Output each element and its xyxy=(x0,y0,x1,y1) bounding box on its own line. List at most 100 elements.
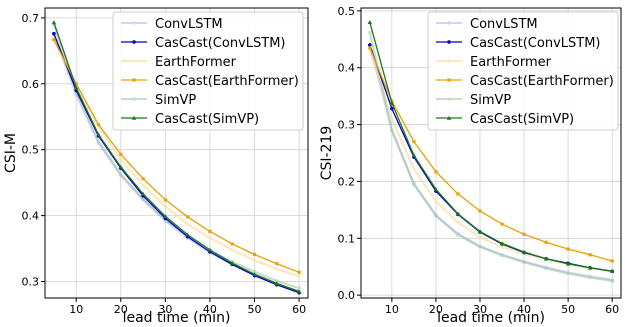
data-point xyxy=(275,279,279,283)
data-point xyxy=(96,132,101,137)
data-point xyxy=(566,247,570,251)
legend-label: CasCast(EarthFormer) xyxy=(470,74,614,89)
tick-group: 10 20 30 40 50 60 0.0 0.1 0.2 0.3 0.4 0.5 xyxy=(338,5,620,316)
series-cascast-earthformer xyxy=(368,46,614,263)
legend-item xyxy=(121,40,147,44)
data-point xyxy=(208,229,212,234)
x-tick-label: 60 xyxy=(605,303,619,316)
data-point xyxy=(119,172,123,176)
legend-item xyxy=(436,21,462,25)
legend-label: EarthFormer xyxy=(470,55,552,70)
legend-label: CasCast(SimVP) xyxy=(470,112,574,127)
y-tick-label: 0.1 xyxy=(338,232,356,245)
legend-marker xyxy=(132,78,136,82)
legend-marker xyxy=(447,40,451,44)
series-line xyxy=(369,22,613,272)
legend: ConvLSTM CasCast(ConvLSTM) EarthFormer CasC… xyxy=(427,11,619,131)
data-point xyxy=(456,192,460,196)
legend-marker xyxy=(447,97,451,101)
chart-panel-1: 10 20 30 40 50 60 0.3 0.4 0.5 0.6 0.7 lead time (mi… xyxy=(3,7,309,326)
data-point xyxy=(433,187,439,192)
data-point xyxy=(274,267,279,271)
data-point xyxy=(74,82,78,86)
series-line xyxy=(52,39,300,278)
data-point xyxy=(610,279,614,283)
legend-marker xyxy=(447,78,451,82)
data-point xyxy=(500,253,504,257)
series-group xyxy=(51,20,302,295)
y-axis-label: CSI-219 xyxy=(319,126,335,181)
x-tick-label: 50 xyxy=(561,303,575,316)
legend-item xyxy=(436,40,462,44)
data-point xyxy=(185,232,190,237)
legend-box xyxy=(427,11,619,131)
series-line xyxy=(53,39,300,273)
data-point xyxy=(141,183,146,188)
data-point xyxy=(389,106,394,111)
data-point xyxy=(477,229,483,234)
data-point xyxy=(252,258,257,263)
x-tick-label: 40 xyxy=(517,303,531,316)
y-tick-label: 0.4 xyxy=(22,210,40,223)
data-point xyxy=(140,191,146,196)
series-line xyxy=(53,22,300,293)
data-point xyxy=(297,270,301,274)
legend-item xyxy=(436,115,462,120)
legend-box xyxy=(112,11,304,131)
y-tick-label: 0.2 xyxy=(338,175,356,188)
data-point xyxy=(52,31,56,36)
data-point xyxy=(544,266,548,271)
data-point xyxy=(368,30,372,35)
y-tick-label: 0.3 xyxy=(22,276,40,289)
legend-item xyxy=(121,115,147,120)
series-cascast-earthformer xyxy=(52,38,301,274)
data-point xyxy=(141,197,145,201)
data-point xyxy=(230,247,235,252)
data-point xyxy=(565,261,571,266)
legend-label: CasCast(ConvLSTM) xyxy=(155,36,286,51)
y-tick-label: 0.0 xyxy=(338,289,356,302)
legend: ConvLSTM CasCast(ConvLSTM) EarthFormer CasC… xyxy=(112,11,304,131)
data-point xyxy=(252,270,257,274)
legend-item xyxy=(121,97,147,101)
data-point xyxy=(412,182,416,186)
legend-label: EarthFormer xyxy=(155,55,237,70)
data-point xyxy=(477,235,482,240)
data-point xyxy=(588,253,592,257)
data-point xyxy=(478,209,482,213)
series-cascast-simvp xyxy=(367,20,615,274)
data-point xyxy=(297,274,302,279)
data-point xyxy=(52,38,56,42)
data-point xyxy=(252,272,257,277)
y-tick-label: 0.5 xyxy=(338,5,356,18)
series-simvp xyxy=(368,30,614,283)
data-point xyxy=(207,247,213,252)
data-point xyxy=(96,123,101,127)
data-point xyxy=(51,20,57,25)
data-point xyxy=(544,240,548,244)
data-point xyxy=(389,100,395,105)
x-tick-label: 20 xyxy=(429,303,443,316)
data-point xyxy=(456,233,460,237)
legend-label: CasCast(ConvLSTM) xyxy=(470,36,601,51)
data-point xyxy=(368,46,372,50)
data-point xyxy=(74,85,79,90)
data-point xyxy=(588,275,592,280)
x-axis-label: lead time (min) xyxy=(123,310,231,326)
data-point xyxy=(163,204,168,209)
legend-marker xyxy=(132,21,136,25)
data-point xyxy=(185,222,190,227)
series-group xyxy=(367,20,615,283)
legend-label: SimVP xyxy=(155,93,196,108)
data-point xyxy=(275,262,279,266)
legend-marker xyxy=(131,115,137,120)
x-tick-label: 20 xyxy=(114,303,128,316)
legend-marker xyxy=(446,115,452,120)
data-point xyxy=(522,260,526,264)
data-point xyxy=(433,199,438,204)
data-point xyxy=(118,157,123,162)
x-tick-label: 40 xyxy=(203,303,217,316)
data-point xyxy=(141,177,145,181)
legend-label: SimVP xyxy=(470,93,511,108)
